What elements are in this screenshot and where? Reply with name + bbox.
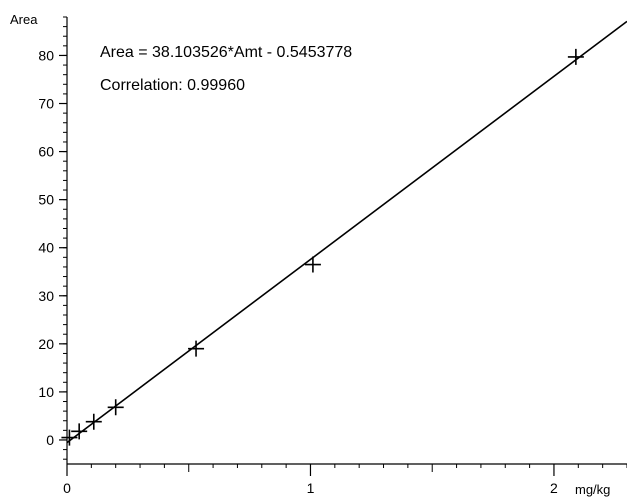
y-tick-label: 40 bbox=[38, 240, 54, 256]
y-tick-label: 0 bbox=[46, 432, 54, 448]
data-point-marker bbox=[567, 48, 584, 65]
y-tick-label: 10 bbox=[38, 384, 54, 400]
y-tick-label: 50 bbox=[38, 192, 54, 208]
regression-equation: Area = 38.103526*Amt - 0.5453778 bbox=[100, 44, 352, 61]
correlation-label: Correlation: 0.99960 bbox=[100, 77, 245, 94]
data-point-marker bbox=[71, 423, 88, 440]
data-point-marker bbox=[61, 429, 78, 446]
data-point-marker bbox=[188, 340, 205, 357]
y-tick-label: 30 bbox=[38, 288, 54, 304]
y-tick-label: 60 bbox=[38, 144, 54, 160]
x-tick-label: 0 bbox=[63, 480, 71, 496]
x-tick-label: 2 bbox=[550, 480, 558, 496]
y-tick-label: 20 bbox=[38, 336, 54, 352]
data-point-marker bbox=[107, 399, 124, 416]
y-tick-label: 70 bbox=[38, 96, 54, 112]
x-tick-label: 1 bbox=[307, 480, 315, 496]
data-point-marker bbox=[304, 256, 321, 273]
x-axis-title: mg/kg bbox=[575, 482, 610, 497]
fit-line bbox=[66, 20, 627, 444]
y-tick-label: 80 bbox=[38, 47, 54, 63]
plot-layer: 0 10 20 30 40 50 60 70 80 0 1 2 bbox=[38, 16, 627, 496]
y-axis-title: Area bbox=[10, 12, 38, 27]
data-point-marker bbox=[85, 413, 102, 430]
